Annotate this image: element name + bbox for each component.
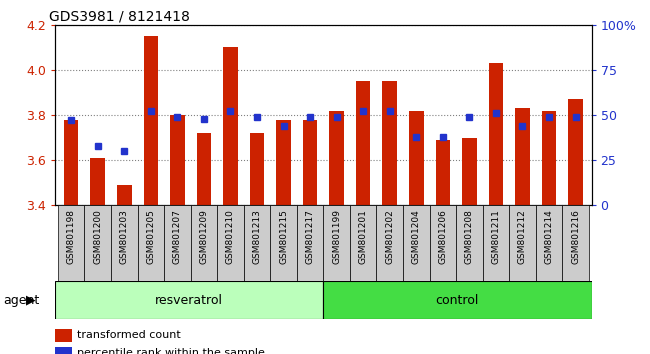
Text: GSM801203: GSM801203 — [120, 209, 129, 264]
Bar — [382, 81, 397, 205]
Bar — [536, 205, 562, 281]
Bar — [456, 205, 483, 281]
Bar — [376, 205, 403, 281]
Text: GSM801198: GSM801198 — [67, 209, 75, 264]
Text: GSM801206: GSM801206 — [438, 209, 447, 264]
Bar — [90, 158, 105, 205]
Bar — [64, 120, 79, 205]
Text: GSM801200: GSM801200 — [93, 209, 102, 264]
Bar — [250, 133, 265, 205]
Text: GSM801202: GSM801202 — [385, 209, 395, 264]
Text: ▶: ▶ — [25, 293, 35, 307]
Text: GSM801204: GSM801204 — [412, 209, 421, 264]
Text: GSM801207: GSM801207 — [173, 209, 182, 264]
Bar — [324, 281, 592, 319]
Text: agent: agent — [3, 293, 40, 307]
Bar — [58, 205, 84, 281]
Bar — [170, 115, 185, 205]
Bar — [223, 47, 238, 205]
Bar — [403, 205, 430, 281]
Text: GDS3981 / 8121418: GDS3981 / 8121418 — [49, 9, 190, 23]
Bar — [55, 281, 324, 319]
Bar — [562, 205, 589, 281]
Text: GSM801201: GSM801201 — [359, 209, 368, 264]
Bar — [350, 205, 376, 281]
Bar — [164, 205, 190, 281]
Bar — [244, 205, 270, 281]
Text: transformed count: transformed count — [77, 330, 181, 340]
Bar — [138, 205, 164, 281]
Text: GSM801211: GSM801211 — [491, 209, 500, 264]
Bar — [217, 205, 244, 281]
Bar — [270, 205, 297, 281]
Bar — [515, 108, 530, 205]
Bar — [84, 205, 111, 281]
Text: GSM801215: GSM801215 — [279, 209, 288, 264]
Bar — [489, 63, 503, 205]
Text: GSM801217: GSM801217 — [306, 209, 315, 264]
Text: GSM801199: GSM801199 — [332, 209, 341, 264]
Bar — [430, 205, 456, 281]
Bar — [409, 110, 424, 205]
Text: GSM801209: GSM801209 — [200, 209, 209, 264]
Text: GSM801213: GSM801213 — [252, 209, 261, 264]
Bar — [568, 99, 583, 205]
Text: percentile rank within the sample: percentile rank within the sample — [77, 348, 265, 354]
Text: resveratrol: resveratrol — [155, 293, 224, 307]
Text: GSM801214: GSM801214 — [545, 209, 554, 264]
Bar — [196, 133, 211, 205]
Text: GSM801210: GSM801210 — [226, 209, 235, 264]
Bar — [462, 138, 476, 205]
Bar — [190, 205, 217, 281]
Bar — [436, 140, 450, 205]
Bar — [117, 185, 131, 205]
Bar — [297, 205, 324, 281]
Text: GSM801216: GSM801216 — [571, 209, 580, 264]
Bar — [324, 205, 350, 281]
Bar — [111, 205, 138, 281]
Bar — [356, 81, 370, 205]
Text: GSM801212: GSM801212 — [518, 209, 527, 264]
Text: control: control — [436, 293, 479, 307]
Text: GSM801205: GSM801205 — [146, 209, 155, 264]
Bar — [483, 205, 509, 281]
Bar — [276, 120, 291, 205]
Bar — [330, 110, 344, 205]
Text: GSM801208: GSM801208 — [465, 209, 474, 264]
Bar — [144, 36, 158, 205]
Bar — [303, 120, 317, 205]
Bar — [509, 205, 536, 281]
Bar — [541, 110, 556, 205]
